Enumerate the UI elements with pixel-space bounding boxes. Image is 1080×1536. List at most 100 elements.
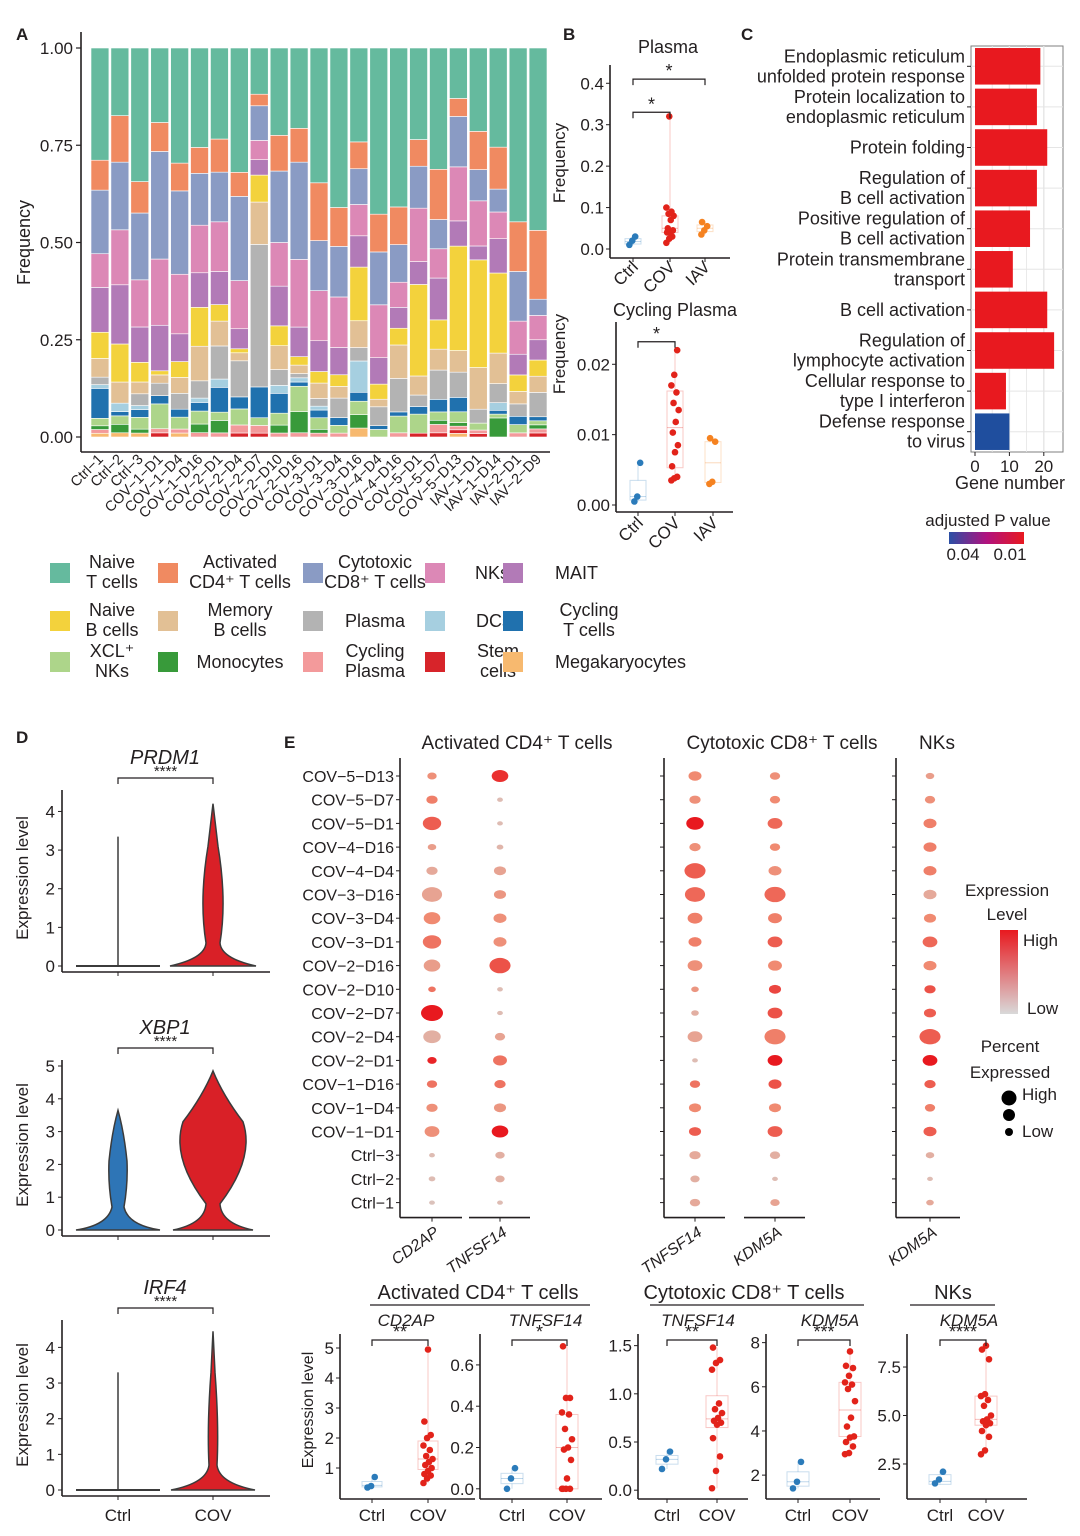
- colorbar-tick-label: 0.01: [993, 545, 1026, 564]
- bar-segment-activated-cd4-t-cells: [130, 181, 150, 214]
- bar-segment-cycling-plasma: [269, 432, 289, 438]
- data-point-cov: [420, 1479, 427, 1487]
- percent-low-label: Low: [1022, 1122, 1054, 1141]
- bar-segment-monocytes: [488, 417, 508, 438]
- significance-bracket: [939, 1339, 987, 1346]
- row-label: COV−2−D4: [311, 1030, 394, 1047]
- bar-segment-plasma: [190, 380, 209, 399]
- bar-segment-xcl-nks: [110, 415, 130, 425]
- dot: [687, 912, 703, 924]
- expression-low-label: Low: [1027, 999, 1059, 1018]
- data-point-cov: [665, 113, 673, 120]
- bar-segment-cycling-plasma: [190, 432, 209, 438]
- data-point-cov: [714, 1414, 722, 1422]
- bar-segment-activated-cd4-t-cells: [488, 146, 508, 190]
- bar-segment-plasma: [170, 393, 189, 410]
- category-label-line: Regulation of: [859, 331, 966, 351]
- y-tick-label: 0.0: [450, 1480, 474, 1499]
- bar-segment-cytotoxic-cd8-t-cells: [250, 105, 269, 141]
- dot: [427, 1056, 437, 1064]
- legend-label-line: CD8⁺ T cells: [324, 572, 426, 592]
- bar-segment-xcl-nks: [469, 422, 488, 431]
- bar-segment-plasma: [210, 345, 229, 380]
- bar-segment-xcl-nks: [289, 385, 309, 412]
- y-tick-label: 0.00: [577, 496, 610, 515]
- y-tick-label: 0.0: [608, 1481, 632, 1500]
- bar-segment-naive-b-cells: [469, 259, 488, 368]
- bar-segment-nks: [349, 204, 369, 237]
- y-tick-label: 5: [46, 1057, 55, 1076]
- data-point-cov: [567, 1456, 575, 1464]
- bar-segment-memory-b-cells: [429, 348, 448, 371]
- bar-segment-nks: [429, 248, 448, 279]
- dot: [688, 1103, 702, 1113]
- bar-segment-monocytes: [90, 425, 110, 430]
- legend-label-line: B cells: [85, 620, 138, 640]
- dot: [768, 913, 782, 924]
- bar: [975, 372, 1006, 410]
- bar-segment-plasma: [508, 403, 528, 417]
- legend-label: Monocytes: [196, 652, 283, 672]
- bar-segment-nks: [150, 258, 169, 326]
- dot: [688, 771, 702, 781]
- panel-e-boxplots: Activated CD4⁺ T cells Cytotoxic CD8⁺ T c…: [300, 1282, 1027, 1525]
- y-tick-label: 0.5: [608, 1433, 632, 1452]
- panel-c-go-bar-chart: Endoplasmic reticulum unfolded protein re…: [757, 45, 1065, 564]
- bar-segment-cytotoxic-cd8-t-cells: [449, 116, 468, 168]
- bar-segment-dcs: [289, 377, 309, 383]
- bar-segment-mait: [329, 347, 349, 376]
- dot: [689, 1080, 701, 1088]
- y-tick-label: 4: [46, 1090, 55, 1109]
- bar-segment-dcs: [210, 378, 229, 388]
- data-point-cov: [565, 1411, 573, 1418]
- dot: [689, 843, 701, 852]
- legend-label: DCs: [476, 611, 511, 631]
- bar-segment-mait: [429, 277, 448, 321]
- bar-segment-monocytes: [289, 411, 309, 434]
- bar-segment-nks: [250, 140, 269, 160]
- bar-segment-naive-t-cells: [150, 47, 169, 123]
- bar-segment-cycling-t-cells: [409, 406, 428, 415]
- category-label: Endoplasmic reticulum unfolded protein re…: [757, 46, 965, 86]
- data-point-cov: [845, 1372, 853, 1380]
- bar-segment-cytotoxic-cd8-t-cells: [469, 169, 488, 202]
- bar-segment-cycling-t-cells: [210, 387, 229, 413]
- bar-segment-cycling-t-cells: [269, 393, 289, 414]
- dot: [767, 1126, 783, 1137]
- data-point-cov: [563, 1475, 571, 1482]
- data-point-cov: [670, 371, 678, 379]
- bar-segment-cycling-plasma: [528, 428, 548, 434]
- data-point-cov: [672, 418, 680, 426]
- group-header: Activated CD4⁺ T cells: [377, 1282, 578, 1304]
- bar-segment-stem-cells: [250, 432, 269, 438]
- dot: [493, 866, 507, 876]
- bar-segment-monocytes: [449, 422, 468, 427]
- bar-segment-activated-cd4-t-cells: [508, 221, 528, 272]
- bar-segment-plasma: [269, 369, 289, 386]
- category-label-line: to virus: [907, 432, 965, 452]
- group-header: Cytotoxic CD8⁺ T cells: [644, 1282, 845, 1304]
- legend-label-line: Cytotoxic: [338, 552, 412, 572]
- bar-segment-cytotoxic-cd8-t-cells: [409, 165, 428, 209]
- legend-label: Cytotoxic CD8⁺ T cells: [324, 552, 426, 592]
- x-tick-label: Ctrl: [785, 1506, 811, 1525]
- row-label: Ctrl−1: [351, 1196, 394, 1213]
- bar-segment-stem-cells: [469, 433, 488, 438]
- bar-segment-nks: [190, 224, 209, 274]
- dot: [767, 818, 783, 829]
- bar-segment-monocytes: [429, 419, 448, 425]
- bar-segment-plasma: [90, 376, 110, 385]
- dot: [493, 913, 507, 923]
- y-tick-label: 0: [46, 957, 55, 976]
- bar-segment-plasma: [449, 371, 468, 398]
- y-tick-label: 1: [46, 918, 55, 937]
- x-tick-label: 10: [1000, 457, 1019, 476]
- bar-segment-cycling-plasma: [309, 432, 329, 438]
- bar-segment-cycling-plasma: [508, 432, 528, 438]
- data-point-ctrl: [367, 1482, 375, 1490]
- dot: [687, 960, 703, 971]
- data-point-cov: [981, 1390, 989, 1398]
- bar-segment-cycling-t-cells: [349, 391, 369, 402]
- bar-segment-naive-b-cells: [389, 327, 408, 346]
- bar-segment-cytotoxic-cd8-t-cells: [309, 240, 329, 291]
